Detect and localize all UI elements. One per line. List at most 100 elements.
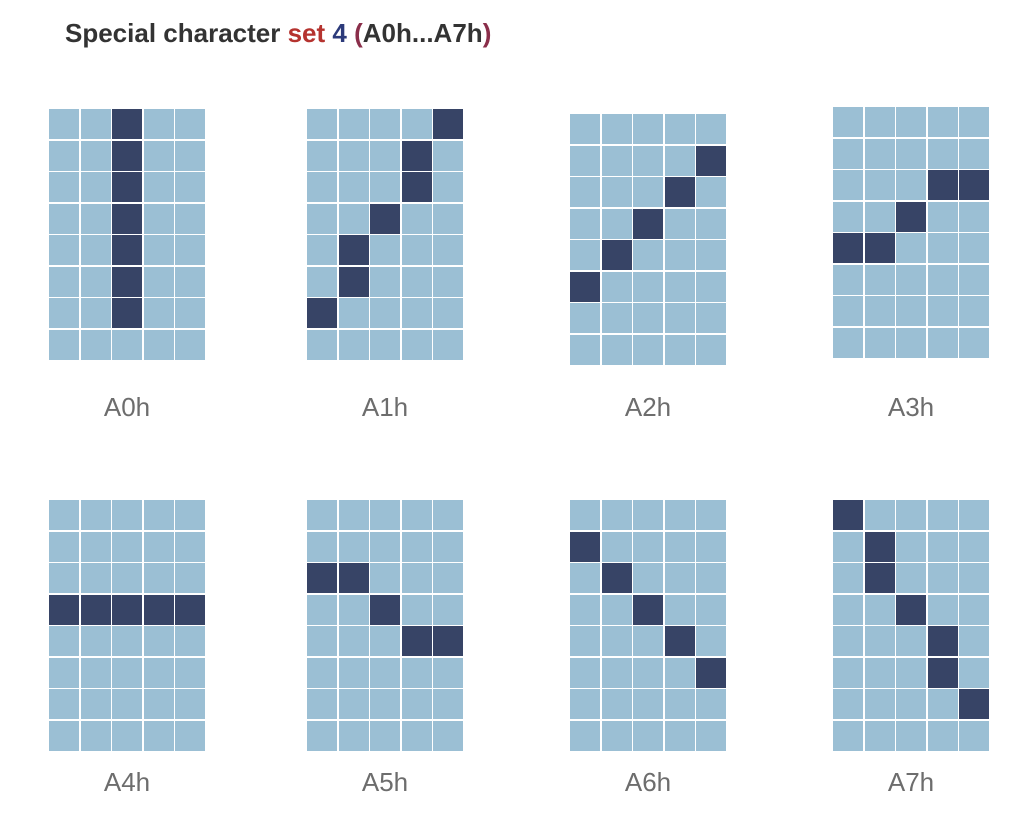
pixel-off (49, 235, 79, 265)
pixel-off (896, 720, 926, 751)
pixel-off (927, 327, 958, 358)
title-range: A0h...A7h (362, 18, 483, 48)
pixel-off (433, 594, 463, 625)
pixel-off (833, 296, 863, 326)
pixel-off (401, 500, 432, 530)
pixel-off (664, 303, 695, 333)
glyph-label: A4h (103, 767, 151, 797)
pixel-off (927, 594, 958, 625)
pixel-off (112, 626, 142, 656)
pixel-off (896, 138, 926, 169)
pixel-off (433, 689, 463, 719)
pixel-off (633, 271, 663, 302)
pixel-off (49, 626, 79, 656)
pixel-off (433, 657, 463, 688)
pixel-grid (570, 500, 726, 751)
pixel-off (864, 720, 895, 751)
pixel-off (664, 500, 695, 530)
pixel-off (307, 109, 337, 139)
pixel-off (370, 563, 400, 593)
pixel-off (896, 500, 926, 530)
pixel-off (433, 531, 463, 562)
pixel-off (80, 329, 111, 360)
pixel-off (864, 264, 895, 295)
pixel-off (570, 177, 600, 207)
pixel-off (49, 689, 79, 719)
pixel-off (338, 172, 369, 202)
pixel-off (927, 720, 958, 751)
glyph-label: A7h (887, 767, 935, 797)
pixel-off (401, 563, 432, 593)
pixel-off (664, 240, 695, 270)
pixel-off (175, 235, 205, 265)
pixel-off (338, 594, 369, 625)
pixel-off (49, 720, 79, 751)
pixel-off (696, 208, 726, 239)
pixel-off (370, 657, 400, 688)
pixel-off (401, 235, 432, 265)
title-set-word: set (287, 18, 326, 48)
pixel-off (307, 626, 337, 656)
pixel-off (80, 657, 111, 688)
pixel-off (601, 594, 632, 625)
pixel-off (601, 145, 632, 176)
pixel-off (401, 531, 432, 562)
pixel-off (433, 140, 463, 171)
pixel-off (175, 298, 205, 328)
pixel-off (633, 689, 663, 719)
pixel-off (896, 327, 926, 358)
title-set-number: 4 (332, 18, 347, 48)
pixel-off (570, 208, 600, 239)
pixel-off (370, 266, 400, 297)
pixel-off (664, 689, 695, 719)
pixel-off (959, 657, 989, 688)
pixel-off (338, 298, 369, 328)
pixel-on (338, 235, 369, 265)
pixel-off (370, 689, 400, 719)
pixel-on (927, 170, 958, 200)
pixel-off (833, 657, 863, 688)
pixel-off (401, 689, 432, 719)
pixel-off (864, 107, 895, 137)
pixel-off (833, 201, 863, 232)
pixel-off (175, 626, 205, 656)
pixel-off (338, 626, 369, 656)
pixel-off (864, 201, 895, 232)
pixel-off (570, 563, 600, 593)
pixel-off (959, 720, 989, 751)
pixel-off (601, 208, 632, 239)
pixel-off (833, 107, 863, 137)
title-open-paren: ( (354, 18, 363, 48)
pixel-on (370, 594, 400, 625)
pixel-off (80, 203, 111, 234)
pixel-off (175, 329, 205, 360)
pixel-on (112, 109, 142, 139)
pixel-off (570, 240, 600, 270)
pixel-off (80, 172, 111, 202)
pixel-off (112, 531, 142, 562)
pixel-off (833, 626, 863, 656)
pixel-off (80, 500, 111, 530)
pixel-off (370, 109, 400, 139)
pixel-off (143, 657, 174, 688)
pixel-on (601, 563, 632, 593)
pixel-off (370, 329, 400, 360)
pixel-off (401, 720, 432, 751)
glyph-label: A5h (361, 767, 409, 797)
glyph-a1h (307, 109, 463, 360)
pixel-off (49, 266, 79, 297)
pixel-off (49, 329, 79, 360)
pixel-off (959, 296, 989, 326)
pixel-off (307, 720, 337, 751)
pixel-off (433, 172, 463, 202)
glyph-a7h (833, 500, 989, 751)
pixel-off (143, 109, 174, 139)
pixel-on (370, 203, 400, 234)
pixel-on (433, 109, 463, 139)
pixel-off (80, 235, 111, 265)
pixel-on (307, 298, 337, 328)
pixel-off (833, 594, 863, 625)
pixel-on (864, 531, 895, 562)
pixel-off (307, 594, 337, 625)
glyph-label: A1h (361, 392, 409, 422)
